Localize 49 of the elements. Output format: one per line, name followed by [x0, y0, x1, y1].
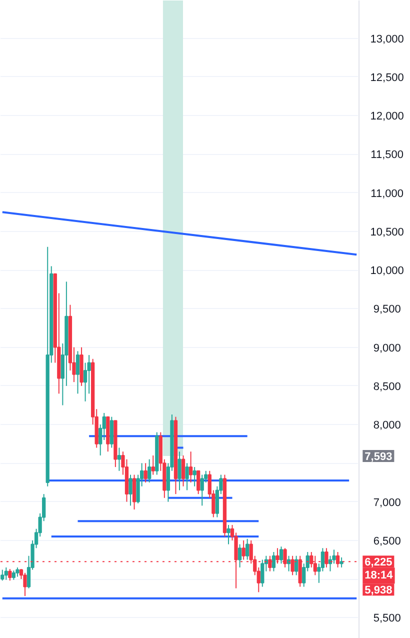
candlestick [226, 524, 230, 545]
candlestick [117, 447, 122, 472]
text: 7,593 [364, 450, 392, 463]
y-tick-label: 9,500 [373, 304, 401, 316]
candlestick [279, 546, 284, 564]
candlestick [0, 569, 4, 582]
candlestick [110, 416, 114, 448]
candlestick [151, 454, 155, 476]
candlestick [272, 551, 276, 572]
candlestick [246, 538, 250, 560]
y-tick-label: 7,000 [373, 496, 401, 509]
candlestick [16, 566, 20, 578]
candlestick [286, 555, 291, 572]
candlestick [200, 474, 204, 506]
candlestick [76, 350, 80, 394]
y-tick-label: 5,500 [373, 612, 401, 625]
candlestick [185, 462, 189, 491]
text: 18:14 [364, 570, 394, 582]
y-tick-label: 10,500 [370, 226, 404, 238]
candlestick [242, 540, 246, 560]
candlestick [294, 555, 298, 576]
y-tick-label: 9,000 [373, 342, 401, 354]
y-tick-label: 11,000 [370, 188, 404, 200]
y-tick-label: 8,000 [373, 420, 401, 432]
candlestick [148, 458, 152, 483]
candlestick [8, 568, 12, 582]
y-tick-label: 12,500 [370, 72, 404, 84]
text: 5,938 [364, 584, 392, 597]
candlestick [178, 451, 182, 491]
y-tick-label: 6,500 [373, 535, 401, 548]
y-tick-label: 10,000 [370, 265, 404, 278]
candlestick [188, 451, 193, 483]
candlestick [144, 462, 148, 483]
candlestick [132, 474, 136, 510]
candlestick [181, 454, 186, 487]
candlestick [23, 572, 27, 597]
candlestick [4, 566, 8, 580]
y-tick-label: 12,000 [370, 110, 404, 123]
candlestick [128, 474, 132, 506]
candlestick [260, 559, 264, 588]
candlestick [12, 570, 16, 580]
y-tick-label: 13,000 [370, 33, 404, 46]
y-tick-label: 8,500 [373, 380, 401, 393]
ref-line-label: 6,225 [364, 556, 392, 569]
candlestick [192, 466, 196, 487]
candlestick [340, 556, 344, 568]
y-tick-label: 11,500 [370, 149, 404, 162]
candlestick [238, 544, 242, 568]
candlestick [196, 470, 200, 495]
